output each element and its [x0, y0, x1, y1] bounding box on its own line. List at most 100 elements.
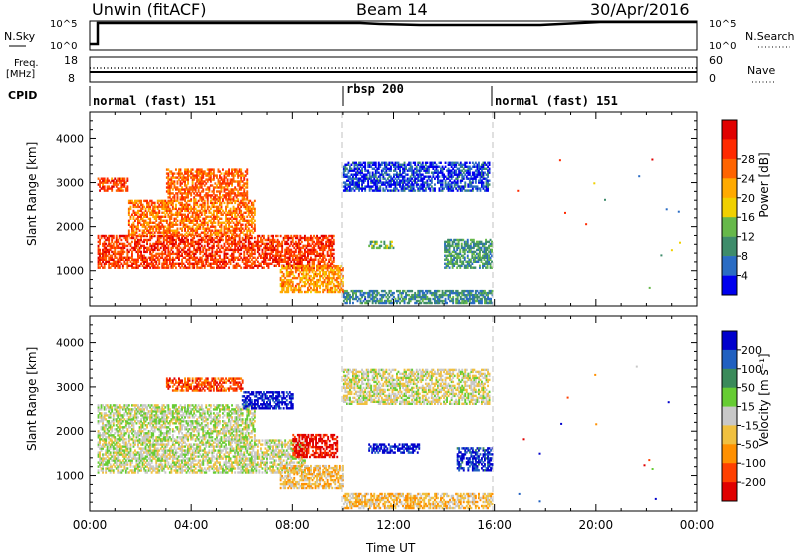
data-cell	[368, 299, 371, 303]
data-cell	[191, 256, 194, 259]
data-cell	[355, 163, 357, 166]
data-cell	[241, 223, 244, 226]
data-cell	[171, 182, 174, 185]
data-cell	[127, 211, 130, 214]
data-cell	[152, 264, 155, 267]
data-cell	[308, 244, 311, 248]
data-cell	[156, 215, 159, 218]
scatter-region	[342, 161, 491, 192]
data-cell	[184, 240, 186, 244]
data-cell	[435, 299, 438, 303]
data-cell	[349, 301, 351, 305]
data-cell	[414, 179, 417, 182]
data-cell	[478, 299, 480, 303]
data-cell	[261, 248, 264, 252]
data-cell	[468, 264, 471, 267]
data-cell	[184, 203, 186, 207]
data-cell	[479, 175, 482, 178]
data-cell	[138, 233, 141, 236]
data-cell	[165, 229, 168, 232]
data-cell	[237, 192, 240, 195]
data-cell	[225, 240, 227, 244]
data-cell	[417, 161, 420, 164]
data-cell	[353, 297, 356, 301]
data-cell	[264, 244, 267, 248]
data-cell	[228, 234, 230, 238]
data-cell	[159, 201, 162, 205]
data-cell	[468, 173, 471, 176]
data-cell	[476, 295, 479, 299]
data-cell	[464, 295, 467, 299]
data-cell	[202, 248, 205, 252]
data-cell	[220, 221, 223, 224]
data-cell	[232, 238, 235, 242]
data-cell	[197, 209, 200, 213]
data-cell	[97, 234, 100, 238]
data-cell	[208, 262, 211, 265]
data-cell	[141, 225, 144, 228]
data-cell	[293, 262, 296, 265]
data-cell	[159, 217, 162, 220]
data-cell	[144, 213, 147, 216]
data-cell	[393, 175, 395, 178]
data-cell	[181, 188, 183, 191]
data-cell	[176, 246, 179, 250]
data-cell	[244, 236, 247, 240]
data-cell	[102, 179, 104, 182]
data-cell	[211, 254, 214, 257]
data-cell	[146, 211, 148, 214]
data-cell	[267, 258, 270, 261]
data-cell	[209, 234, 212, 238]
data-cell	[167, 223, 170, 226]
data-cell	[175, 211, 177, 214]
data-cell	[482, 264, 484, 267]
data-cell	[114, 177, 117, 180]
data-cell	[282, 258, 285, 261]
data-cell	[429, 163, 432, 166]
data-cell	[238, 227, 241, 230]
data-cell	[393, 163, 395, 166]
data-cell	[296, 244, 299, 248]
data-cell	[460, 242, 463, 246]
data-cell	[397, 295, 400, 299]
data-cell	[181, 209, 183, 213]
data-cell	[141, 223, 144, 226]
data-cell	[479, 254, 481, 257]
data-cell	[146, 266, 148, 269]
data-cell	[179, 266, 182, 269]
data-cell	[111, 258, 114, 261]
data-cell	[476, 175, 479, 178]
data-cell	[217, 219, 220, 222]
data-cell	[263, 262, 265, 265]
data-cell	[176, 172, 179, 175]
data-cell	[405, 167, 407, 170]
data-cell	[131, 223, 133, 226]
data-cell	[209, 170, 212, 173]
data-cell	[459, 165, 462, 168]
data-cell	[415, 185, 418, 188]
data-cell	[457, 242, 460, 246]
data-cell	[434, 297, 436, 301]
data-cell	[138, 213, 141, 216]
data-cell	[216, 250, 218, 254]
data-cell	[153, 244, 156, 248]
data-cell	[448, 252, 451, 256]
data-cell	[287, 284, 290, 288]
data-cell	[223, 174, 226, 177]
data-cell	[362, 181, 365, 184]
data-cell	[323, 234, 326, 238]
data-cell	[173, 252, 176, 256]
data-cell	[453, 185, 456, 188]
data-cell	[150, 246, 153, 250]
data-cell	[231, 242, 233, 246]
data-cell	[402, 291, 404, 295]
data-cell	[216, 266, 218, 269]
data-cell	[481, 169, 483, 172]
data-cell	[162, 215, 165, 218]
data-cell	[196, 215, 199, 218]
data-cell	[417, 179, 420, 182]
data-cell	[253, 219, 256, 222]
data-cell	[376, 185, 379, 188]
data-cell	[173, 217, 176, 220]
data-cell	[460, 238, 463, 242]
